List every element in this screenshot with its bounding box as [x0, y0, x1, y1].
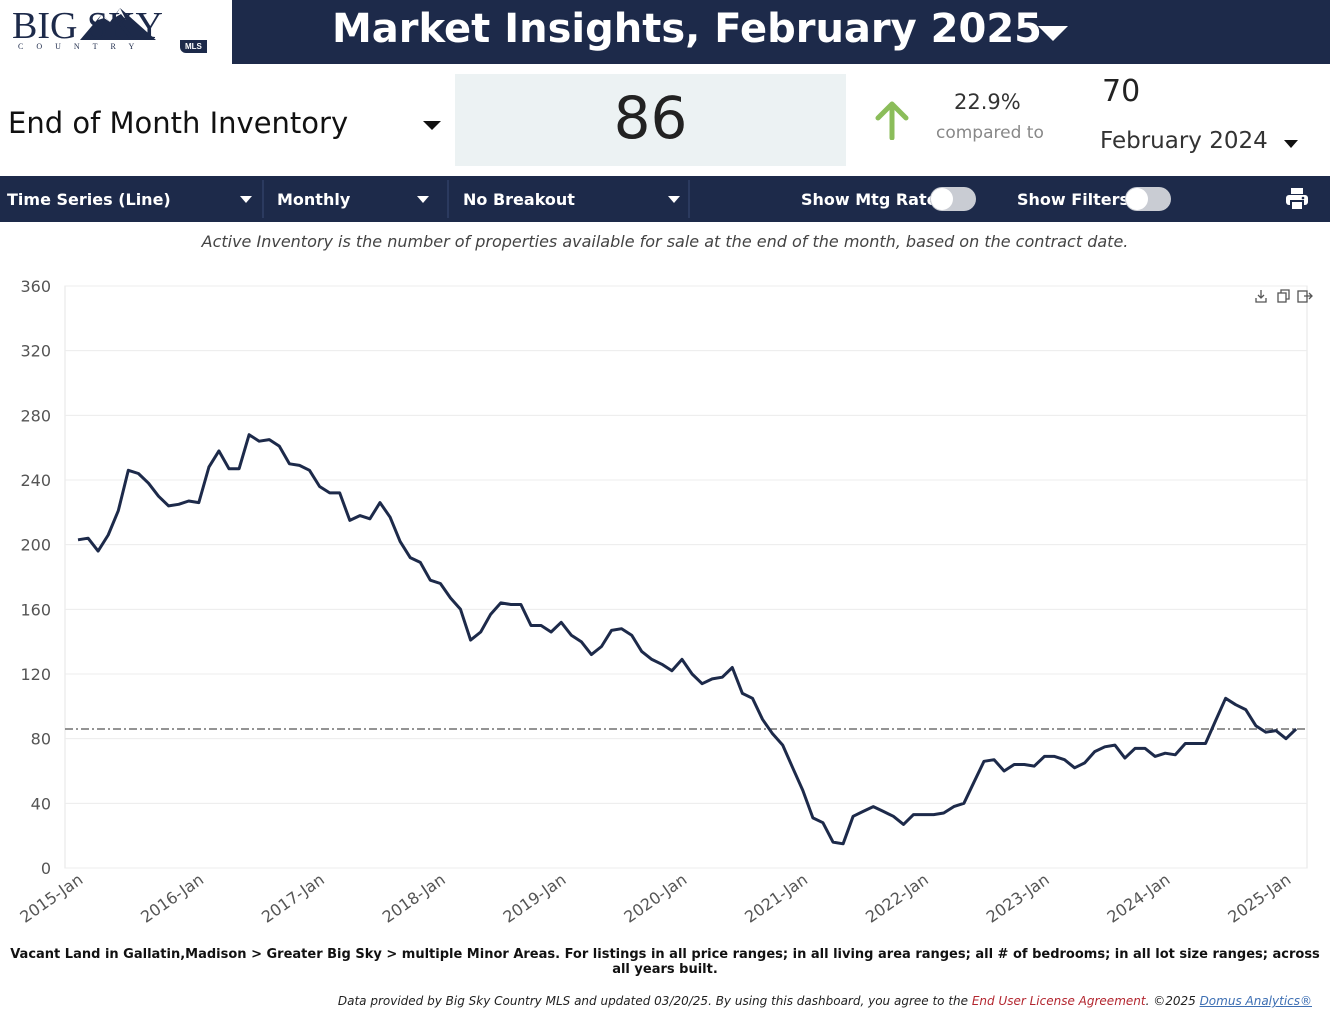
filters-toggle[interactable]	[1125, 187, 1171, 211]
eula-link[interactable]: End User License Agreement	[971, 994, 1146, 1008]
logo-text: BIG SKY	[12, 5, 163, 47]
compare-period-select[interactable]: February 2024	[1100, 128, 1268, 154]
compare-value: 70	[1102, 74, 1141, 109]
chart-type-select[interactable]: Time Series (Line)	[7, 190, 171, 209]
chevron-down-icon[interactable]	[1284, 140, 1298, 148]
credits: Data provided by Big Sky Country MLS and…	[338, 994, 1312, 1008]
interval-select[interactable]: Monthly	[277, 190, 351, 209]
page-title: Market Insights, February 2025	[332, 6, 1042, 52]
x-tick-label: 2015-Jan	[16, 870, 86, 927]
metric-description: Active Inventory is the number of proper…	[201, 232, 1129, 251]
logo: BIG SKY COUNTRY MLS	[0, 0, 232, 64]
x-tick-label: 2023-Jan	[983, 870, 1053, 927]
chevron-down-icon[interactable]	[417, 196, 429, 203]
metric-value: 86	[613, 84, 688, 152]
y-tick-label: 160	[20, 600, 51, 619]
y-tick-label: 40	[31, 794, 51, 813]
inventory-series-line[interactable]	[77, 433, 1298, 846]
x-tick-label: 2024-Jan	[1104, 870, 1174, 927]
toolbar-divider	[688, 180, 690, 218]
mountain-logo-icon	[80, 8, 156, 40]
x-tick-label: 2019-Jan	[500, 870, 570, 927]
plot-area	[64, 285, 1308, 869]
up-arrow-icon	[875, 101, 909, 140]
x-tick-label: 2025-Jan	[1224, 870, 1294, 927]
filters-label: Show Filters:	[1017, 190, 1136, 209]
chevron-down-icon[interactable]	[668, 196, 680, 203]
chevron-down-icon[interactable]	[240, 196, 252, 203]
y-tick-label: 200	[20, 536, 51, 555]
breakout-select[interactable]: No Breakout	[463, 190, 575, 209]
y-tick-label: 120	[20, 665, 51, 684]
x-tick-label: 2022-Jan	[862, 870, 932, 927]
print-icon[interactable]	[1285, 187, 1309, 211]
toolbar: Time Series (Line) Monthly No Breakout S…	[0, 176, 1330, 222]
logo-subtitle: COUNTRY	[18, 42, 148, 51]
chevron-down-icon[interactable]	[1038, 26, 1068, 41]
mtg-rate-label: Show Mtg Rate:	[801, 190, 944, 209]
x-tick-label: 2016-Jan	[137, 870, 207, 927]
download-icon[interactable]	[1255, 290, 1267, 303]
title-bar: Market Insights, February 2025	[232, 0, 1330, 64]
y-tick-label: 0	[41, 859, 51, 878]
x-tick-label: 2017-Jan	[258, 870, 328, 927]
inventory-line-chart: 0 40 80 120 160 200 240 280 320 360 2015-Jan 2016-J…	[16, 277, 1308, 927]
filter-footnote: Vacant Land in Gallatin,Madison > Greate…	[10, 947, 1320, 977]
toolbar-divider	[447, 180, 449, 218]
mtg-rate-toggle[interactable]	[930, 187, 976, 211]
toolbar-divider	[262, 180, 264, 218]
chevron-down-icon[interactable]	[423, 121, 441, 130]
y-tick-label: 320	[20, 342, 51, 361]
toggle-knob	[1126, 188, 1148, 210]
export-icon[interactable]	[1297, 290, 1313, 303]
chart-tools	[1255, 289, 1313, 303]
toggle-knob	[931, 188, 953, 210]
metric-value-box: 86	[455, 74, 846, 166]
y-tick-label: 80	[31, 730, 51, 749]
copy-icon[interactable]	[1277, 289, 1290, 303]
credits-mid: . ©2025	[1145, 994, 1200, 1008]
x-tick-label: 2020-Jan	[620, 870, 690, 927]
y-tick-label: 280	[20, 406, 51, 425]
x-tick-label: 2018-Jan	[379, 870, 449, 927]
logo-badge: MLS	[180, 40, 207, 53]
y-tick-label: 240	[20, 471, 51, 490]
y-tick-label: 360	[20, 277, 51, 296]
change-percent: 22.9%	[954, 90, 1021, 114]
x-tick-label: 2021-Jan	[741, 870, 811, 927]
metric-select[interactable]: End of Month Inventory	[8, 106, 349, 140]
compared-label: compared to	[936, 123, 1044, 143]
domus-link[interactable]: Domus Analytics®	[1199, 994, 1312, 1008]
credits-prefix: Data provided by Big Sky Country MLS and…	[337, 994, 972, 1008]
